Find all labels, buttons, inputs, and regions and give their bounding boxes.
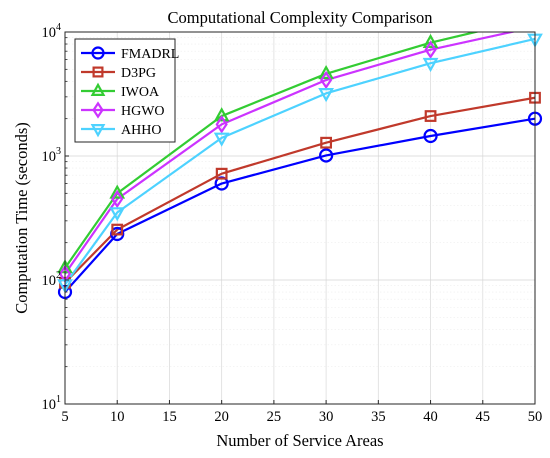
x-tick-label: 5 (61, 409, 68, 425)
data-point-iwoa (213, 107, 230, 122)
legend-label-ahho: AHHO (121, 123, 161, 138)
legend-label-hgwo: HGWO (121, 104, 165, 119)
legend-marker-ahho (90, 124, 106, 138)
data-point-d3pg (320, 136, 333, 149)
data-point-iwoa (422, 33, 439, 48)
chart-title: Computational Complexity Comparison (168, 8, 433, 27)
x-tick-label: 45 (476, 409, 491, 425)
y-axis-ticks: 101 102 103 104 (42, 22, 69, 413)
data-point-fmadrl (319, 148, 334, 163)
legend-marker-fmadrl (91, 46, 105, 60)
x-axis-label: Number of Service Areas (216, 431, 383, 450)
series-line-ahho (65, 37, 535, 286)
x-tick-label: 40 (423, 409, 438, 425)
x-tick-label: 50 (528, 409, 543, 425)
legend-label-fmadrl: FMADRL (121, 47, 179, 62)
series-line-hgwo (65, 32, 517, 275)
series-line-fmadrl (65, 117, 535, 293)
legend-marker-iwoa (90, 82, 106, 96)
data-point-d3pg (111, 223, 124, 236)
x-tick-label: 20 (214, 409, 229, 425)
legend-label-d3pg: D3PG (121, 66, 156, 81)
y-axis-label: Computation Time (seconds) (12, 122, 31, 314)
data-point-hgwo (111, 189, 124, 209)
data-point-d3pg (215, 167, 228, 180)
x-tick-label: 25 (267, 409, 282, 425)
x-tick-label: 15 (162, 409, 177, 425)
series-line-iwoa (65, 32, 481, 269)
x-axis-ticks: 5 10 15 20 25 30 35 40 45 50 (61, 400, 542, 425)
legend: FMADRL D3PG IWOA HGWO AHHO (74, 38, 179, 143)
data-point-ahho (422, 57, 439, 73)
data-point-fmadrl (110, 226, 125, 242)
legend-marker-hgwo (92, 101, 104, 119)
data-point-ahho (109, 207, 126, 222)
series-line-d3pg (65, 96, 535, 284)
series-lines (65, 32, 535, 293)
y-tick-label: 103 (42, 146, 62, 165)
plot-frame (64, 31, 536, 405)
x-tick-label: 35 (371, 409, 386, 425)
data-point-ahho (213, 132, 230, 147)
data-point-fmadrl (423, 128, 438, 144)
legend-marker-d3pg (92, 66, 104, 78)
legend-label-iwoa: IWOA (121, 85, 160, 100)
data-point-iwoa (109, 184, 126, 199)
data-point-d3pg (424, 110, 437, 122)
data-point-hgwo (215, 115, 228, 134)
y-tick-label: 102 (42, 270, 62, 289)
data-point-hgwo (319, 70, 333, 90)
y-tick-label: 101 (42, 394, 62, 413)
x-tick-label: 30 (319, 409, 334, 425)
data-point-hgwo (424, 40, 437, 59)
x-tick-label: 10 (110, 409, 125, 425)
data-point-iwoa (318, 64, 334, 80)
y-tick-label: 104 (42, 22, 62, 41)
data-point-ahho (318, 88, 334, 103)
